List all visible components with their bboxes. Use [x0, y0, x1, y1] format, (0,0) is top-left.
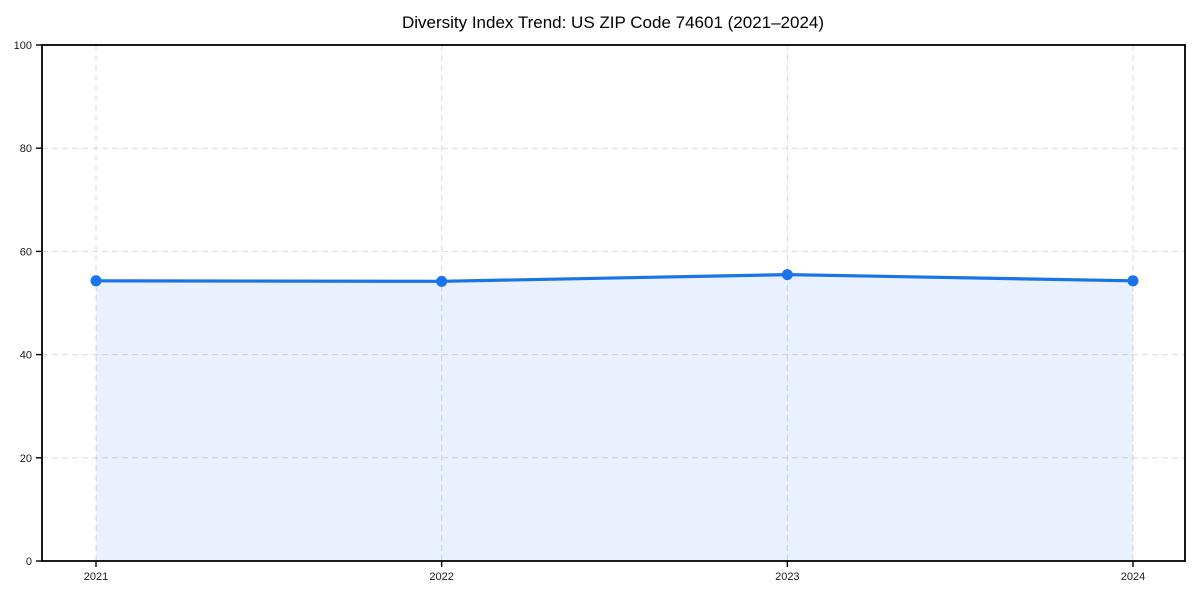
y-tick-label: 80: [20, 143, 32, 155]
y-tick-label: 60: [20, 246, 32, 258]
x-tick-label: 2021: [84, 571, 108, 583]
x-tick-label: 2022: [429, 571, 453, 583]
y-tick-label: 100: [14, 40, 32, 52]
area-layer: [96, 274, 1133, 561]
y-tick-label: 0: [26, 556, 32, 568]
axis-layer: 0 20 40 60 80 100 2021 2022 2023 2024: [14, 40, 1186, 583]
area-fill: [96, 274, 1133, 561]
chart-title: Diversity Index Trend: US ZIP Code 74601…: [402, 13, 824, 32]
x-tick-label: 2024: [1121, 571, 1145, 583]
line-layer: [94, 273, 1135, 283]
data-point-2024: [1127, 275, 1139, 287]
trend-line: [94, 273, 1135, 283]
data-point-2023: [781, 269, 793, 281]
data-point-2021: [90, 275, 102, 287]
y-tick-label: 20: [20, 453, 32, 465]
marker-layer: [90, 269, 1139, 287]
x-tick-label: 2023: [775, 571, 799, 583]
data-point-2022: [436, 275, 448, 287]
plot-frame: [41, 44, 1186, 562]
y-tick-label: 40: [20, 350, 32, 362]
